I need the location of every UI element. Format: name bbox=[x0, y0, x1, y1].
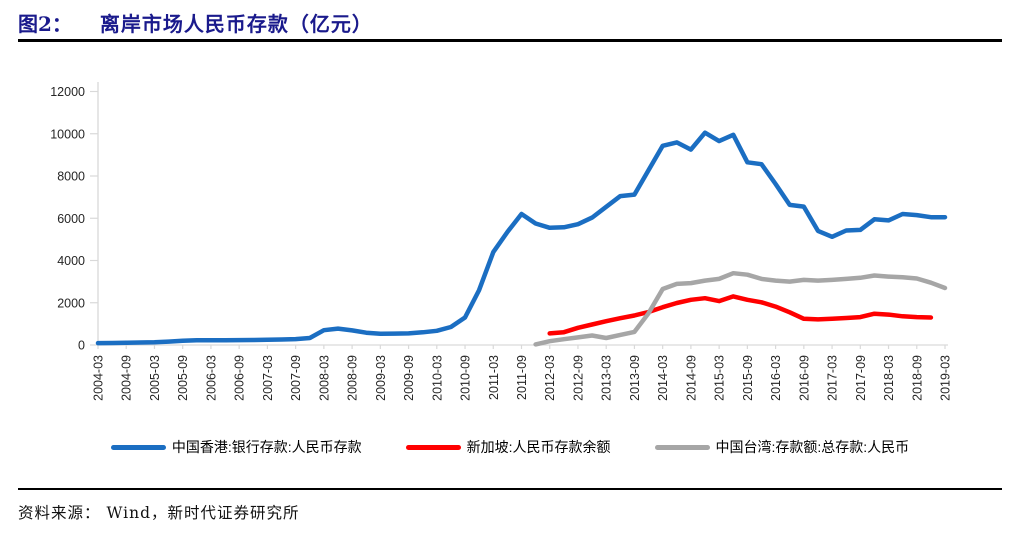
x-tick-label: 2012-03 bbox=[543, 355, 557, 401]
legend-item: 中国台湾:存款额:总存款:人民币 bbox=[654, 437, 910, 457]
legend-swatch bbox=[654, 444, 710, 450]
x-tick-label: 2004-09 bbox=[120, 355, 134, 401]
source-value: Wind，新时代证券研究所 bbox=[106, 504, 300, 522]
figure-header: 图2： 离岸市场人民币存款（亿元） bbox=[18, 8, 1002, 37]
x-tick-label: 2018-03 bbox=[882, 355, 896, 401]
series-line-hk bbox=[95, 130, 948, 346]
x-tick-label: 2013-03 bbox=[600, 355, 614, 401]
x-tick-label: 2006-03 bbox=[204, 355, 218, 401]
x-tick-label: 2015-09 bbox=[741, 355, 755, 401]
x-tick-label: 2011-03 bbox=[487, 355, 501, 400]
y-tick-label: 2000 bbox=[57, 296, 85, 310]
x-tick-label: 2012-09 bbox=[571, 355, 585, 401]
y-tick-label: 12000 bbox=[50, 85, 85, 99]
legend-swatch bbox=[405, 444, 461, 450]
y-tick-label: 0 bbox=[78, 339, 85, 353]
legend-item: 新加坡:人民币存款余额 bbox=[405, 437, 611, 457]
x-tick-label: 2009-09 bbox=[402, 355, 416, 401]
x-tick-label: 2007-09 bbox=[289, 355, 303, 401]
legend-item-label: 中国台湾:存款额:总存款:人民币 bbox=[715, 439, 910, 455]
x-tick-label: 2017-03 bbox=[826, 355, 840, 401]
chart-title: 离岸市场人民币存款（亿元） bbox=[99, 12, 373, 36]
x-tick-label: 2015-03 bbox=[713, 355, 727, 401]
y-tick-label: 6000 bbox=[57, 212, 85, 226]
y-tick-label: 10000 bbox=[50, 127, 85, 141]
x-tick-label: 2005-09 bbox=[176, 355, 190, 401]
legend-item: 中国香港:银行存款:人民币存款 bbox=[110, 437, 362, 457]
x-tick-label: 2018-09 bbox=[910, 355, 924, 401]
source-line: 资料来源： Wind，新时代证券研究所 bbox=[18, 501, 300, 523]
figure-label: 图2： bbox=[18, 12, 72, 36]
x-tick-label: 2016-09 bbox=[797, 355, 811, 401]
x-tick-label: 2017-09 bbox=[854, 355, 868, 401]
x-tick-label: 2014-03 bbox=[656, 355, 670, 401]
x-tick-label: 2008-09 bbox=[346, 355, 360, 401]
legend-swatch bbox=[110, 444, 166, 450]
x-tick-label: 2004-03 bbox=[92, 355, 106, 401]
series-line-sg bbox=[547, 294, 934, 336]
x-tick-label: 2014-09 bbox=[684, 355, 698, 401]
x-tick-label: 2005-03 bbox=[148, 355, 162, 401]
series-line-tw bbox=[533, 270, 948, 347]
footer-rule bbox=[18, 488, 1002, 490]
x-tick-label: 2006-09 bbox=[233, 355, 247, 401]
x-tick-label: 2010-03 bbox=[430, 355, 444, 401]
x-tick-label: 2008-03 bbox=[317, 355, 331, 401]
y-tick-label: 4000 bbox=[57, 254, 85, 268]
x-tick-label: 2013-09 bbox=[628, 355, 642, 401]
legend-item-label: 中国香港:银行存款:人民币存款 bbox=[171, 439, 362, 455]
chart-svg: 0 2000 4000 6000 8000 10000 12000 2004-03 2004-0… bbox=[50, 82, 953, 401]
legend: 中国香港:银行存款:人民币存款 新加坡:人民币存款余额 中国台湾:存款额:总存款:人… bbox=[0, 437, 1020, 457]
x-tick-label: 2007-03 bbox=[261, 355, 275, 401]
x-tick-label: 2011-09 bbox=[515, 355, 529, 400]
x-tick-label: 2009-03 bbox=[374, 355, 388, 401]
y-tick-label: 8000 bbox=[57, 170, 85, 184]
legend-item-label: 新加坡:人民币存款余额 bbox=[466, 439, 611, 455]
x-tick-label: 2019-03 bbox=[939, 355, 953, 401]
x-tick-label: 2010-09 bbox=[459, 355, 473, 401]
x-tick-label: 2016-03 bbox=[769, 355, 783, 401]
title-underline bbox=[18, 39, 1002, 42]
source-label: 资料来源： bbox=[18, 504, 101, 522]
